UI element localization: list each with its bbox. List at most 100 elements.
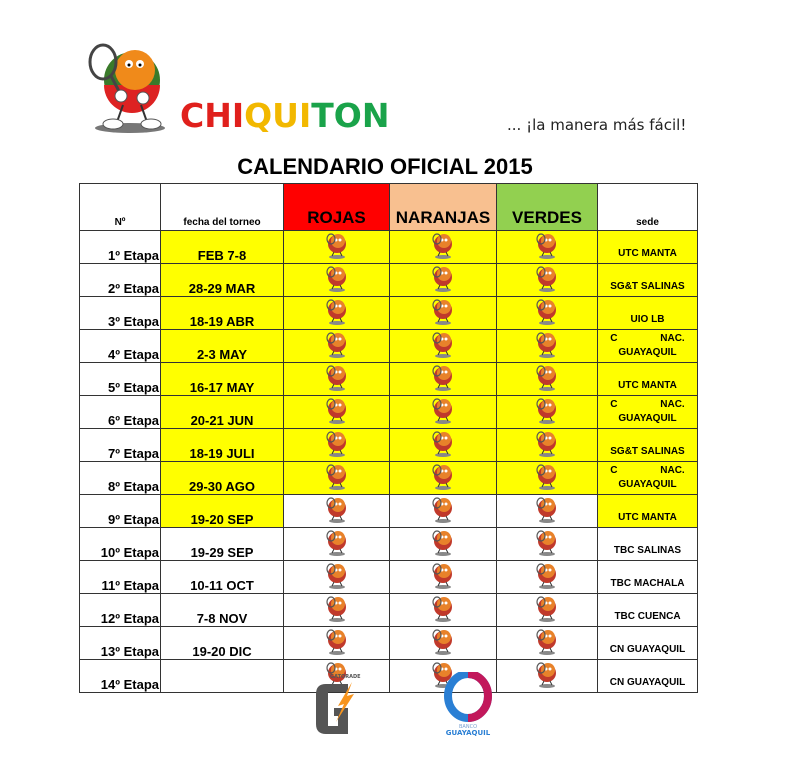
date-cell: 7-8 NOV (160, 593, 284, 627)
rojas-cell (283, 593, 390, 627)
chiquiton-mascot-icon (536, 331, 558, 361)
stage-cell: 11º Etapa (79, 560, 161, 594)
date-cell: 19-29 SEP (160, 527, 284, 561)
verdes-cell (496, 428, 598, 462)
column-header-verdes: VERDES (496, 183, 598, 231)
rojas-cell (283, 362, 390, 396)
page-title: CALENDARIO OFICIAL 2015 (237, 154, 533, 179)
sede-cell: TBC CUENCA (597, 593, 698, 627)
date-cell: 19-20 DIC (160, 626, 284, 660)
chiquiton-mascot-icon (432, 628, 454, 658)
verdes-cell (496, 593, 598, 627)
naranjas-cell (389, 329, 497, 363)
table-row: 3º Etapa 18-19 ABR UIO LB (79, 296, 698, 330)
rojas-cell (283, 263, 390, 297)
chiquiton-mascot-icon (432, 298, 454, 328)
verdes-cell (496, 230, 598, 264)
verdes-cell (496, 494, 598, 528)
naranjas-cell (389, 593, 497, 627)
sede-cell: UTC MANTA (597, 362, 698, 396)
sede-cell: CN GUAYAQUIL (597, 659, 698, 693)
naranjas-cell (389, 362, 497, 396)
verdes-cell (496, 461, 598, 495)
date-cell: 16-17 MAY (160, 362, 284, 396)
chiquiton-mascot-icon (325, 562, 348, 592)
naranjas-cell (389, 527, 497, 561)
chiquiton-mascot-icon (325, 496, 348, 526)
chiquiton-mascot-icon (325, 463, 348, 493)
verdes-cell (496, 263, 598, 297)
chiquiton-mascot-icon (432, 463, 454, 493)
brand-name: CHIQUITON (180, 96, 389, 135)
chiquiton-mascot-icon (325, 529, 348, 559)
naranjas-cell (389, 560, 497, 594)
chiquiton-mascot-icon (325, 331, 348, 361)
chiquiton-logo (85, 40, 180, 140)
stage-cell: 1º Etapa (79, 230, 161, 264)
date-cell: FEB 7-8 (160, 230, 284, 264)
chiquiton-mascot-icon (536, 232, 558, 262)
verdes-cell (496, 626, 598, 660)
chiquiton-mascot-icon (432, 562, 454, 592)
chiquiton-mascot-icon (325, 298, 348, 328)
chiquiton-mascot-icon (536, 529, 558, 559)
chiquiton-mascot-icon (536, 397, 558, 427)
date-cell (160, 659, 284, 693)
naranjas-cell (389, 461, 497, 495)
naranjas-cell (389, 428, 497, 462)
verdes-cell (496, 659, 598, 693)
brand-part: CHI (180, 96, 245, 135)
chiquiton-mascot-icon (536, 430, 558, 460)
chiquiton-mascot-icon (536, 364, 558, 394)
column-header-date: fecha del torneo (160, 183, 284, 231)
date-cell: 19-20 SEP (160, 494, 284, 528)
banco-label: BANCO (459, 724, 477, 730)
brand-part: QUI (244, 96, 312, 135)
date-cell: 18-19 ABR (160, 296, 284, 330)
table-row: 11º Etapa 10-11 OCT TBC MACHALA (79, 560, 698, 594)
chiquiton-mascot-icon (432, 496, 454, 526)
sede-cell: C NAC. GUAYAQUIL (597, 461, 698, 495)
column-header-rojas: ROJAS (283, 183, 390, 231)
date-cell: 20-21 JUN (160, 395, 284, 429)
chiquiton-mascot-icon (536, 661, 558, 691)
chiquiton-mascot-icon (536, 628, 558, 658)
table-row: 12º Etapa 7-8 NOV TBC CUENCA (79, 593, 698, 627)
stage-cell: 7º Etapa (79, 428, 161, 462)
chiquiton-mascot-icon (536, 595, 558, 625)
chiquiton-mascot-icon (536, 463, 558, 493)
sede-cell: UTC MANTA (597, 230, 698, 264)
stage-cell: 5º Etapa (79, 362, 161, 396)
verdes-cell (496, 296, 598, 330)
date-cell: 10-11 OCT (160, 560, 284, 594)
table-row: 8º Etapa 29-30 AGO C NAC. GUAYAQUIL (79, 461, 698, 495)
sede-cell: SG&T SALINAS (597, 263, 698, 297)
table-header-row: Nº fecha del torneo ROJAS NARANJAS VERDE… (79, 183, 698, 231)
table-row: 4º Etapa 2-3 MAY C NAC. GUAYAQUIL (79, 329, 698, 363)
naranjas-cell (389, 263, 497, 297)
chiquiton-mascot-icon (325, 397, 348, 427)
rojas-cell (283, 527, 390, 561)
table-row: 10º Etapa 19-29 SEP TBC SALINAS (79, 527, 698, 561)
naranjas-cell (389, 626, 497, 660)
stage-cell: 9º Etapa (79, 494, 161, 528)
column-header-naranjas: NARANJAS (389, 183, 497, 231)
sede-cell: UTC MANTA (597, 494, 698, 528)
table-row: 5º Etapa 16-17 MAY UTC MANTA (79, 362, 698, 396)
chiquiton-mascot-icon (325, 364, 348, 394)
chiquiton-mascot-icon (536, 562, 558, 592)
table-row: 2º Etapa 28-29 MAR SG&T SALINAS (79, 263, 698, 297)
rojas-cell (283, 494, 390, 528)
table-row: 13º Etapa 19-20 DIC CN GUAYAQUIL (79, 626, 698, 660)
verdes-cell (496, 395, 598, 429)
table-row: 6º Etapa 20-21 JUN C NAC. GUAYAQUIL (79, 395, 698, 429)
date-cell: 18-19 JULI (160, 428, 284, 462)
table-row: 9º Etapa 19-20 SEP UTC MANTA (79, 494, 698, 528)
chiquiton-mascot-icon (432, 529, 454, 559)
rojas-cell (283, 329, 390, 363)
sede-cell: UIO LB (597, 296, 698, 330)
gatorade-logo: GATORADE (312, 672, 362, 742)
rojas-cell (283, 626, 390, 660)
chiquiton-mascot-icon (325, 232, 348, 262)
date-cell: 2-3 MAY (160, 329, 284, 363)
